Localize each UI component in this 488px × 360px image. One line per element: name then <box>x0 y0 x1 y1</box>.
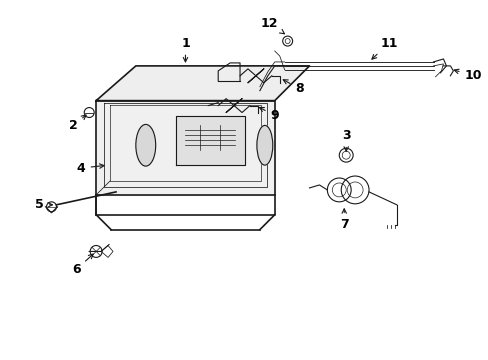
Text: 4: 4 <box>77 162 104 175</box>
Text: 1: 1 <box>181 37 189 62</box>
Text: 5: 5 <box>35 198 52 211</box>
Polygon shape <box>96 100 274 195</box>
Polygon shape <box>175 116 244 165</box>
Text: 11: 11 <box>371 37 397 59</box>
Polygon shape <box>96 66 309 100</box>
Text: 3: 3 <box>341 129 350 151</box>
Text: 8: 8 <box>283 80 303 95</box>
Text: 6: 6 <box>72 254 93 276</box>
Ellipse shape <box>136 125 155 166</box>
Text: 10: 10 <box>453 69 481 82</box>
Text: 2: 2 <box>69 115 86 132</box>
Text: 9: 9 <box>259 107 279 122</box>
Text: 12: 12 <box>261 17 284 34</box>
Ellipse shape <box>256 125 272 165</box>
Text: 7: 7 <box>339 209 348 231</box>
